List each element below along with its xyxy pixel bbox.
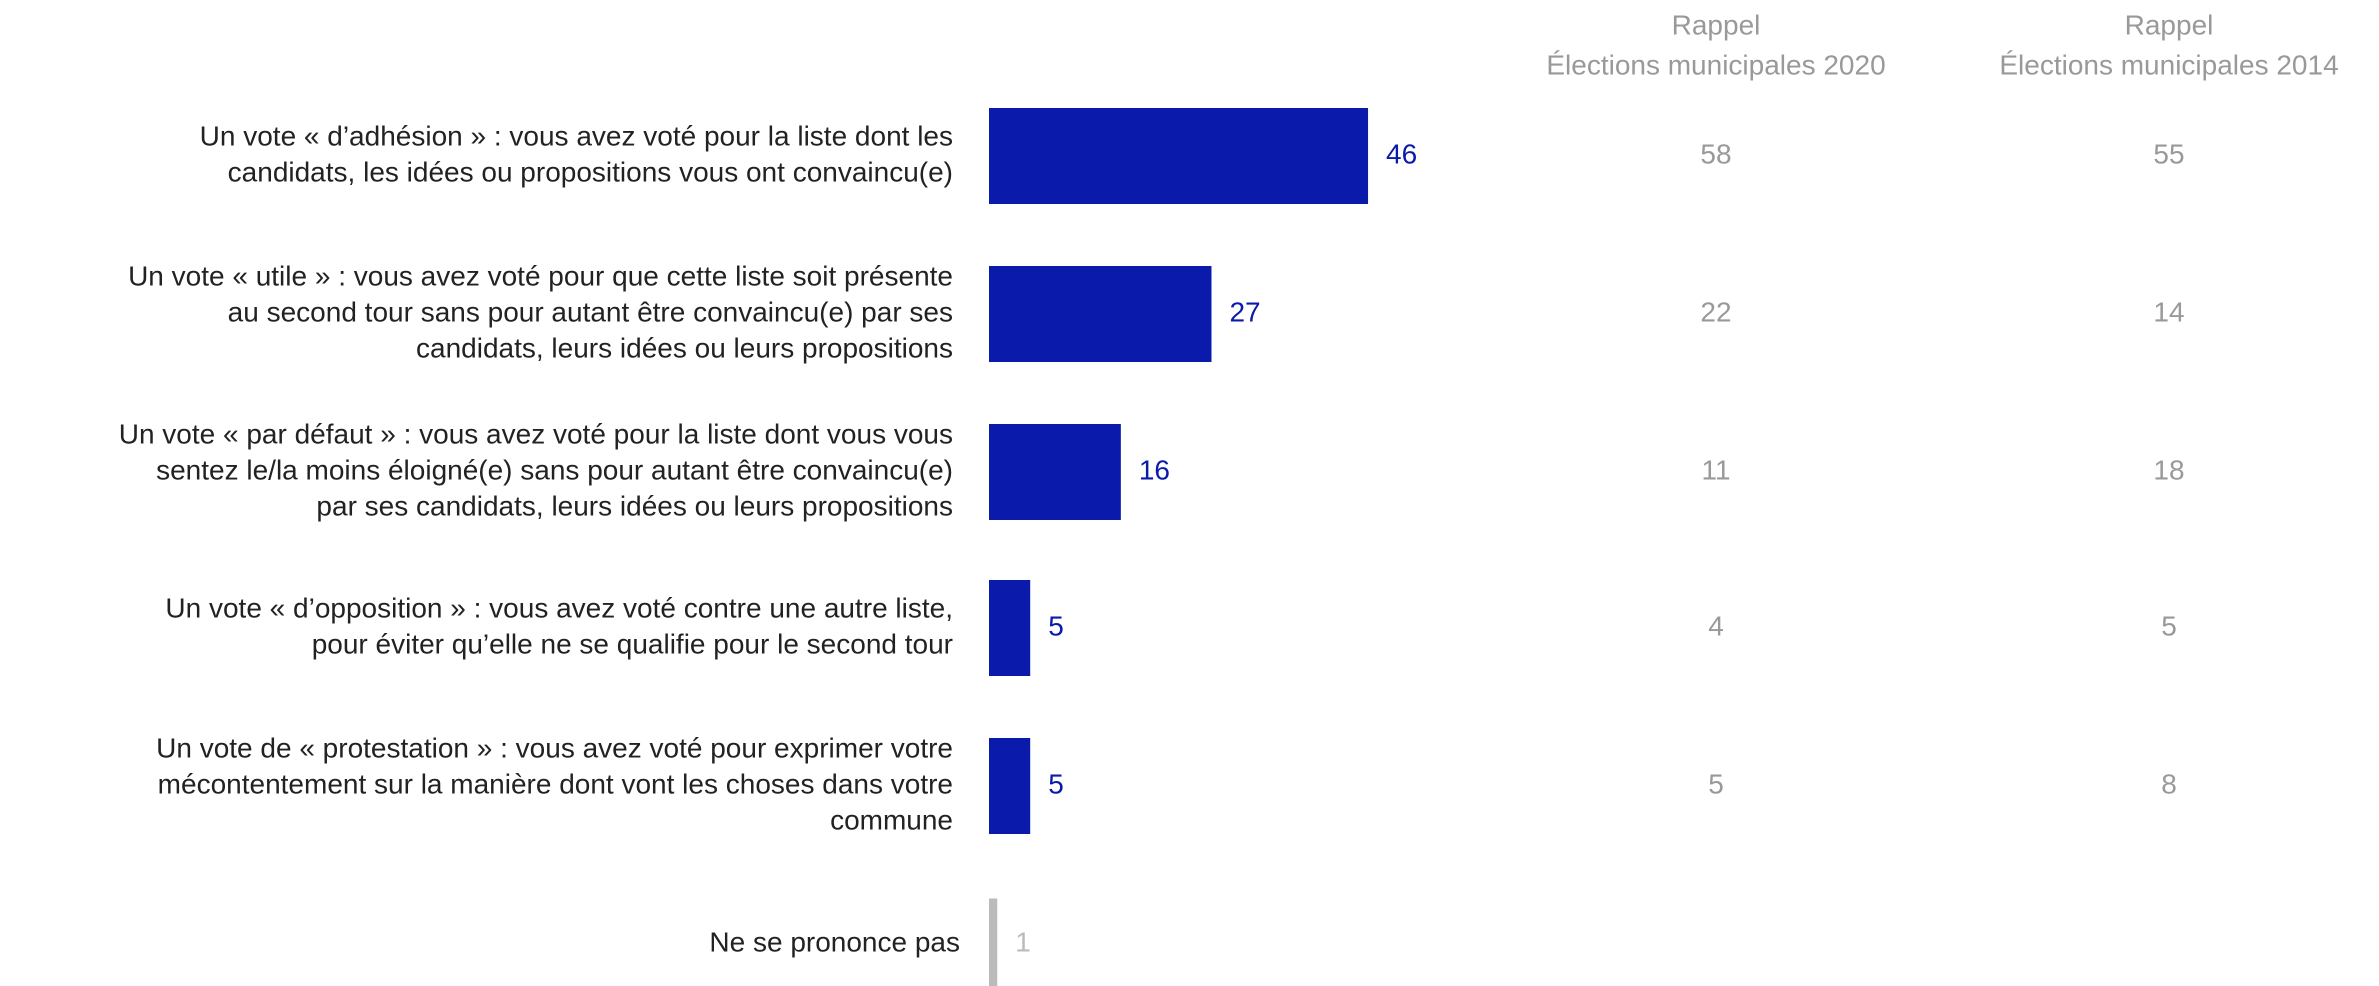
category-label: au second tour sans pour autant être con… <box>228 296 953 327</box>
column-value: 5 <box>2161 610 2177 641</box>
bar <box>989 580 1031 676</box>
category-label: sentez le/la moins éloigné(e) sans pour … <box>156 454 953 485</box>
column-header: Rappel <box>2125 9 2214 40</box>
value-label: 16 <box>1139 454 1170 485</box>
column-value: 22 <box>1700 296 1731 327</box>
column-value: 18 <box>2153 454 2184 485</box>
category-label: candidats, leurs idées ou leurs proposit… <box>416 332 953 363</box>
value-label: 1 <box>1015 926 1031 957</box>
column-value: 14 <box>2153 296 2184 327</box>
column-value: 5 <box>1708 768 1724 799</box>
category-label: mécontentement sur la manière dont vont … <box>158 768 953 799</box>
value-label: 46 <box>1386 138 1417 169</box>
category-label: Un vote « par défaut » : vous avez voté … <box>119 418 953 449</box>
bar <box>989 898 998 986</box>
category-label: Un vote de « protestation » : vous avez … <box>156 732 953 763</box>
column-header: Élections municipales 2014 <box>1999 49 2338 80</box>
column-header: Élections municipales 2020 <box>1546 49 1885 80</box>
column-value: 55 <box>2153 138 2184 169</box>
column-value: 8 <box>2161 768 2177 799</box>
category-label: commune <box>830 804 953 835</box>
category-label: par ses candidats, leurs idées ou leurs … <box>316 490 953 521</box>
category-label: Un vote « d’adhésion » : vous avez voté … <box>200 120 953 151</box>
category-label: candidats, les idées ou propositions vou… <box>228 156 953 187</box>
column-value: 58 <box>1700 138 1731 169</box>
column-value: 11 <box>1701 454 1730 485</box>
bar <box>989 108 1369 204</box>
category-label: Un vote « d’opposition » : vous avez vot… <box>165 592 953 623</box>
column-header: Rappel <box>1672 9 1761 40</box>
column-value: 4 <box>1708 610 1724 641</box>
bar <box>989 424 1121 520</box>
value-label: 5 <box>1048 768 1064 799</box>
category-label: Un vote « utile » : vous avez voté pour … <box>128 260 953 291</box>
category-label: Ne se prononce pas <box>709 926 960 957</box>
category-label: pour éviter qu’elle ne se qualifie pour … <box>312 628 953 659</box>
bar <box>989 738 1031 834</box>
value-label: 5 <box>1048 610 1064 641</box>
value-label: 27 <box>1229 296 1260 327</box>
bar <box>989 266 1212 362</box>
